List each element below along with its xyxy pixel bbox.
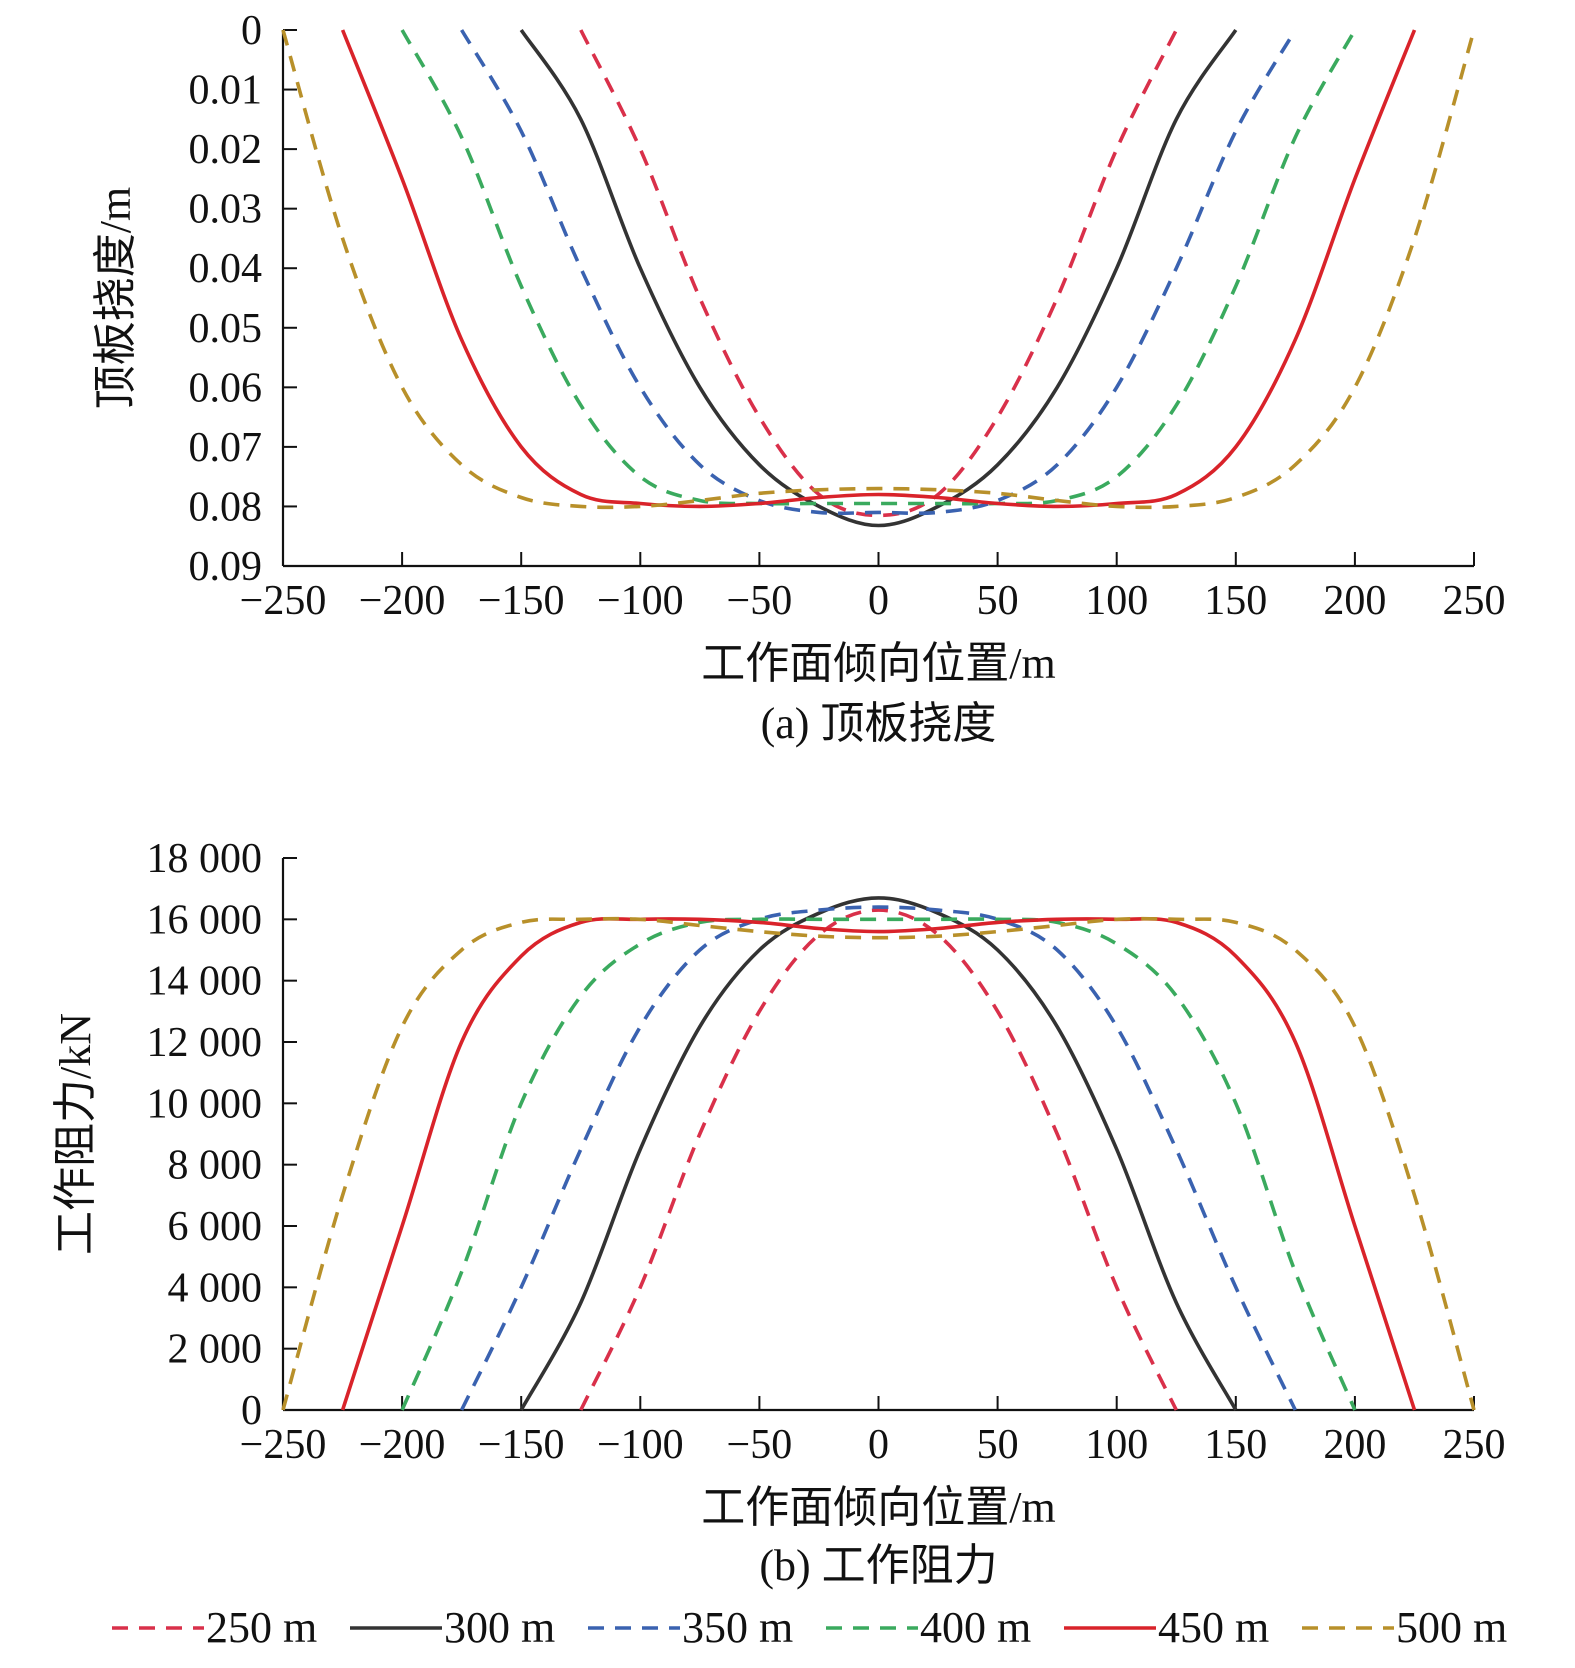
x-axis-label: 工作面倾向位置/m (701, 1483, 1055, 1532)
x-tick-label: −50 (727, 1422, 793, 1468)
x-tick-label: 50 (977, 578, 1019, 624)
x-tick-label: 200 (1323, 1422, 1386, 1468)
series-line-350m (460, 29, 1297, 516)
x-tick-label: −50 (727, 578, 793, 624)
series-line-500m (281, 29, 1476, 510)
x-tick-label: 250 (1443, 1422, 1506, 1468)
series-line-500m (281, 916, 1476, 1411)
x-tick-label: 0 (868, 578, 889, 624)
y-tick-label: 6 000 (168, 1204, 263, 1250)
y-tick-label: 8 000 (168, 1143, 263, 1189)
x-tick-label: 150 (1204, 578, 1267, 624)
panel-caption: (a) 顶板挠度 (761, 699, 997, 748)
x-tick-label: −150 (478, 1422, 565, 1468)
series-line-250m (579, 908, 1178, 1411)
x-tick-label: −250 (240, 1422, 327, 1468)
legend: 250 m 300 m 350 m 400 m 450 m 500 m (112, 1603, 1507, 1652)
series-line-300m (519, 29, 1238, 528)
legend-label: 400 m (920, 1603, 1031, 1652)
y-tick-label: 0 (241, 1388, 262, 1434)
series-line-250m (579, 29, 1178, 518)
y-tick-label: 0 (241, 8, 262, 54)
series-line-450m (340, 916, 1417, 1411)
x-tick-label: −250 (240, 578, 327, 624)
legend-label: 500 m (1396, 1603, 1507, 1652)
y-tick-label: 0.02 (189, 127, 263, 173)
x-tick-label: 200 (1323, 578, 1386, 624)
series-line-450m (340, 29, 1417, 509)
x-tick-label: −150 (478, 578, 565, 624)
x-axis-label: 工作面倾向位置/m (701, 639, 1055, 688)
y-tick-label: 12 000 (147, 1020, 263, 1066)
panel-caption: (b) 工作阻力 (759, 1541, 997, 1590)
series-line-400m (400, 917, 1357, 1411)
legend-label: 300 m (444, 1603, 555, 1652)
y-tick-label: 18 000 (147, 836, 263, 882)
y-axis-label: 工作阻力/kN (51, 1013, 100, 1255)
legend-label: 350 m (682, 1603, 793, 1652)
x-tick-label: 100 (1085, 578, 1148, 624)
x-tick-label: 0 (868, 1422, 889, 1468)
y-tick-label: 14 000 (147, 959, 263, 1005)
x-tick-label: 150 (1204, 1422, 1267, 1468)
x-tick-label: 250 (1443, 578, 1506, 624)
y-tick-label: 10 000 (147, 1081, 263, 1127)
legend-label: 250 m (206, 1603, 317, 1652)
y-axis-label: 顶板挠度/m (91, 187, 140, 409)
y-tick-label: 0.06 (189, 365, 263, 411)
x-tick-label: 100 (1085, 1422, 1148, 1468)
legend-label: 450 m (1158, 1603, 1269, 1652)
y-tick-label: 0.01 (189, 68, 263, 114)
y-tick-label: 16 000 (147, 897, 263, 943)
y-tick-label: 0.04 (189, 246, 263, 292)
y-tick-label: 4 000 (168, 1265, 263, 1311)
series-line-300m (519, 896, 1238, 1411)
y-tick-label: 0.07 (189, 425, 263, 471)
y-tick-label: 2 000 (168, 1327, 263, 1373)
x-tick-label: 50 (977, 1422, 1019, 1468)
chart-panel-a: −250 −200 −150 −100 −50 0 50 100 150 200 250 0 0.01 0… (91, 8, 1506, 748)
y-tick-label: 0.05 (189, 306, 263, 352)
x-tick-label: −100 (597, 1422, 684, 1468)
series-line-350m (459, 905, 1297, 1411)
x-tick-label: −200 (359, 1422, 446, 1468)
chart-panel-b: −250 −200 −150 −100 −50 0 50 100 150 200 250 0 2 000… (51, 836, 1506, 1590)
y-tick-label: 0.08 (189, 484, 263, 530)
x-tick-label: −100 (597, 578, 684, 624)
series-line-400m (400, 29, 1357, 506)
y-tick-label: 0.03 (189, 187, 263, 233)
y-tick-label: 0.09 (189, 544, 263, 590)
x-tick-label: −200 (359, 578, 446, 624)
